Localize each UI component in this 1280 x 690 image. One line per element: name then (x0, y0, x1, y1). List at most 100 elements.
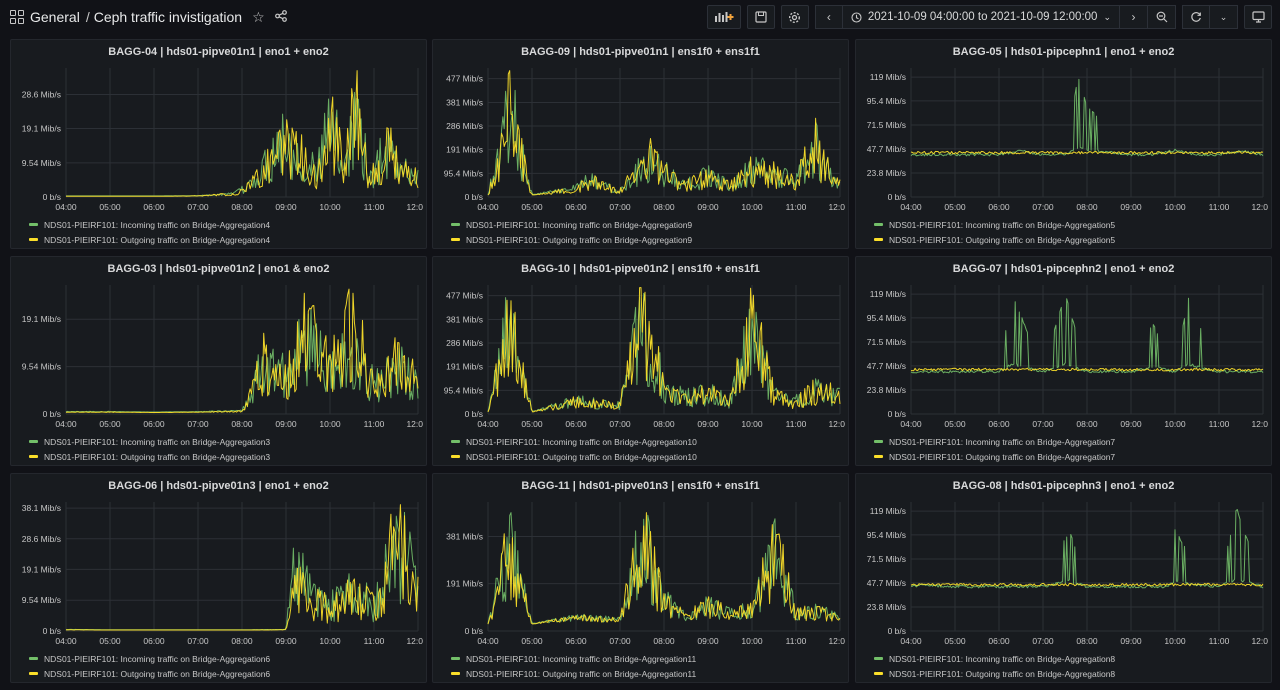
legend-item[interactable]: NDS01-PIEIRF101: Outgoing traffic on Bri… (874, 232, 1115, 247)
x-tick-label: 12:0 (828, 202, 845, 212)
legend-item[interactable]: NDS01-PIEIRF101: Incoming traffic on Bri… (29, 434, 270, 449)
legend-item[interactable]: NDS01-PIEIRF101: Outgoing traffic on Bri… (29, 449, 270, 464)
y-tick-label: 95.4 Mib/s (867, 96, 906, 106)
refresh-interval-dropdown[interactable]: ⌄ (1210, 5, 1238, 29)
legend-label: NDS01-PIEIRF101: Incoming traffic on Bri… (889, 436, 1116, 447)
incoming-series-line (910, 78, 1264, 157)
legend-label: NDS01-PIEIRF101: Outgoing traffic on Bri… (44, 451, 271, 462)
x-tick-label: 10:00 (741, 202, 763, 212)
panel-title[interactable]: BAGG-06 | hds01-pipve01n3 | eno1 + eno2 (108, 480, 329, 492)
chevron-down-icon: ⌄ (1219, 11, 1228, 22)
x-tick-label: 08:00 (231, 202, 253, 212)
dashboard-settings-button[interactable] (780, 5, 809, 29)
panel-plot[interactable]: 0 b/s 23.8 Mib/s 47.7 Mib/s 71.5 Mib/s 95.4 … (856, 474, 1273, 684)
legend-item[interactable]: NDS01-PIEIRF101: Outgoing traffic on Bri… (29, 666, 270, 681)
panel-title[interactable]: BAGG-10 | hds01-pipve01n2 | ens1f0 + ens… (521, 263, 760, 275)
legend-item[interactable]: NDS01-PIEIRF101: Outgoing traffic on Bri… (451, 232, 692, 247)
monitor-icon (1251, 11, 1265, 23)
x-tick-label: 08:00 (231, 419, 253, 429)
top-navbar: General / Ceph traffic invistigation ☆ ‹… (0, 0, 1280, 34)
graph-panel[interactable]: BAGG-07 | hds01-pipcephn2 | eno1 + eno2 0… (855, 256, 1272, 466)
panel-title[interactable]: BAGG-05 | hds01-pipcephn1 | eno1 + eno2 (952, 46, 1175, 58)
legend-item[interactable]: NDS01-PIEIRF101: Incoming traffic on Bri… (874, 217, 1115, 232)
y-tick-label: 47.7 Mib/s (867, 578, 906, 588)
panel-title[interactable]: BAGG-07 | hds01-pipcephn2 | eno1 + eno2 (952, 263, 1175, 275)
x-tick-label: 09:00 (1120, 636, 1142, 646)
zoom-out-icon (1156, 11, 1167, 23)
dashboards-grid-icon[interactable] (10, 10, 24, 24)
y-tick-label: 71.5 Mib/s (867, 554, 906, 564)
panel-title[interactable]: BAGG-04 | hds01-pipve01n1 | eno1 + eno2 (108, 46, 329, 58)
y-tick-label: 95.4 Mib/s (444, 168, 483, 178)
panel-title[interactable]: BAGG-08 | hds01-pipcephn3 | eno1 + eno2 (952, 480, 1175, 492)
zoom-out-button[interactable] (1148, 5, 1176, 29)
legend-swatch (874, 223, 883, 226)
legend-item[interactable]: NDS01-PIEIRF101: Outgoing traffic on Bri… (29, 232, 270, 247)
x-tick-label: 05:00 (99, 419, 121, 429)
graph-panel[interactable]: BAGG-05 | hds01-pipcephn1 | eno1 + eno2 0… (855, 39, 1272, 249)
panel-title[interactable]: BAGG-03 | hds01-pipve01n2 | eno1 & eno2 (107, 263, 330, 275)
graph-panel[interactable]: BAGG-09 | hds01-pipve01n1 | ens1f0 + ens… (432, 39, 849, 249)
graph-panel[interactable]: BAGG-08 | hds01-pipcephn3 | eno1 + eno2 0… (855, 473, 1272, 683)
time-back-button[interactable]: ‹ (814, 5, 843, 29)
y-tick-label: 381 Mib/s (446, 314, 483, 324)
time-forward-button[interactable]: › (1120, 5, 1148, 29)
legend-item[interactable]: NDS01-PIEIRF101: Incoming traffic on Bri… (29, 217, 270, 232)
legend-item[interactable]: NDS01-PIEIRF101: Outgoing traffic on Bri… (874, 449, 1115, 464)
panel-title[interactable]: BAGG-09 | hds01-pipve01n1 | ens1f0 + ens… (521, 46, 760, 58)
legend-item[interactable]: NDS01-PIEIRF101: Outgoing traffic on Bri… (451, 449, 697, 464)
add-panel-button[interactable] (706, 5, 741, 29)
graph-panel[interactable]: BAGG-11 | hds01-pipve01n3 | ens1f0 + ens… (432, 473, 849, 683)
legend-label: NDS01-PIEIRF101: Outgoing traffic on Bri… (889, 668, 1116, 679)
panel-plot[interactable]: 0 b/s 9.54 Mib/s 19.1 Mib/s 28.6 Mib/s 38.1 … (11, 474, 428, 684)
refresh-button[interactable] (1182, 5, 1210, 29)
legend-item[interactable]: NDS01-PIEIRF101: Incoming traffic on Bri… (451, 434, 697, 449)
panel-plot[interactable]: 0 b/s 9.54 Mib/s 19.1 Mib/s 28.6 Mib/s 04:00… (11, 40, 428, 250)
y-tick-label: 9.54 Mib/s (22, 158, 61, 168)
panel-legend: NDS01-PIEIRF101: Incoming traffic on Bri… (874, 651, 1115, 681)
panel-plot[interactable]: 0 b/s 23.8 Mib/s 47.7 Mib/s 71.5 Mib/s 95.4 … (856, 257, 1273, 467)
legend-item[interactable]: NDS01-PIEIRF101: Incoming traffic on Bri… (451, 651, 696, 666)
legend-swatch (874, 672, 883, 675)
star-icon[interactable]: ☆ (252, 8, 265, 25)
panel-title[interactable]: BAGG-11 | hds01-pipve01n3 | ens1f0 + ens… (521, 480, 760, 492)
breadcrumb-folder[interactable]: General (30, 9, 80, 25)
panel-plot[interactable]: 0 b/s 95.4 Mib/s 191 Mib/s 286 Mib/s 381 Mib… (433, 257, 850, 467)
graph-panel[interactable]: BAGG-03 | hds01-pipve01n2 | eno1 & eno2 0… (10, 256, 427, 466)
x-tick-label: 05:00 (99, 636, 121, 646)
legend-label: NDS01-PIEIRF101: Incoming traffic on Bri… (44, 436, 271, 447)
legend-swatch (451, 440, 460, 443)
panel-plot[interactable]: 0 b/s 9.54 Mib/s 19.1 Mib/s 04:00 05:00 06:00… (11, 257, 428, 467)
panel-plot[interactable]: 0 b/s 95.4 Mib/s 191 Mib/s 286 Mib/s 381 Mib… (433, 40, 850, 250)
graph-panel[interactable]: BAGG-04 | hds01-pipve01n1 | eno1 + eno2 0… (10, 39, 427, 249)
x-tick-label: 10:00 (1164, 419, 1186, 429)
legend-item[interactable]: NDS01-PIEIRF101: Outgoing traffic on Bri… (874, 666, 1115, 681)
legend-swatch (29, 657, 38, 660)
panel-legend: NDS01-PIEIRF101: Incoming traffic on Bri… (874, 217, 1115, 247)
legend-item[interactable]: NDS01-PIEIRF101: Incoming traffic on Bri… (874, 651, 1115, 666)
panel-plot[interactable]: 0 b/s 23.8 Mib/s 47.7 Mib/s 71.5 Mib/s 95.4 … (856, 40, 1273, 250)
y-tick-label: 191 Mib/s (446, 579, 483, 589)
panel-legend: NDS01-PIEIRF101: Incoming traffic on Bri… (451, 217, 692, 247)
x-tick-label: 04:00 (477, 419, 499, 429)
outgoing-series-line (910, 582, 1264, 587)
y-tick-label: 0 b/s (43, 192, 61, 202)
graph-panel[interactable]: BAGG-06 | hds01-pipve01n3 | eno1 + eno2 0… (10, 473, 427, 683)
chevron-down-icon: ⌄ (1103, 11, 1111, 22)
panel-plot[interactable]: 0 b/s 191 Mib/s 381 Mib/s 04:00 05:00 06:00 07… (433, 474, 850, 684)
dashboard-title[interactable]: Ceph traffic invistigation (93, 9, 243, 25)
tv-mode-button[interactable] (1244, 5, 1272, 29)
legend-item[interactable]: NDS01-PIEIRF101: Incoming traffic on Bri… (29, 651, 270, 666)
legend-item[interactable]: NDS01-PIEIRF101: Incoming traffic on Bri… (874, 434, 1115, 449)
x-tick-label: 09:00 (697, 419, 719, 429)
x-tick-label: 07:00 (609, 636, 631, 646)
legend-item[interactable]: NDS01-PIEIRF101: Incoming traffic on Bri… (451, 217, 692, 232)
y-tick-label: 38.1 Mib/s (22, 503, 61, 513)
legend-label: NDS01-PIEIRF101: Incoming traffic on Bri… (466, 653, 697, 664)
legend-swatch (29, 672, 38, 675)
time-range-picker[interactable]: 2021-10-09 04:00:00 to 2021-10-09 12:00:… (842, 5, 1120, 29)
share-icon[interactable] (274, 9, 287, 25)
legend-item[interactable]: NDS01-PIEIRF101: Outgoing traffic on Bri… (451, 666, 696, 681)
save-dashboard-button[interactable] (746, 5, 775, 29)
graph-panel[interactable]: BAGG-10 | hds01-pipve01n2 | ens1f0 + ens… (432, 256, 849, 466)
